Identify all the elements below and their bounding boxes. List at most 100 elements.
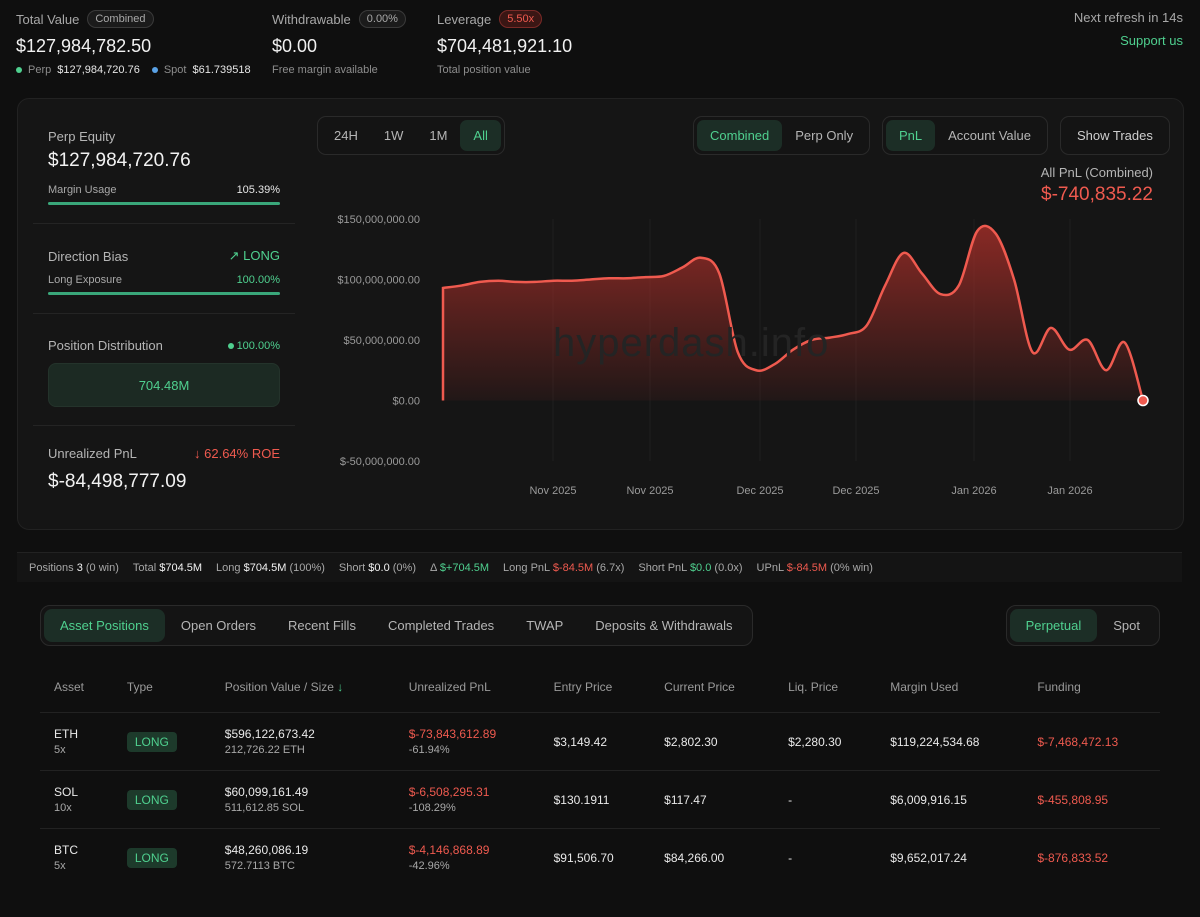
pnl-line [441,224,1145,401]
sort-down-icon: ↓ [337,680,344,694]
spot-label: Spot [163,64,187,76]
unrealized-pnl-pct: -61.94% [408,744,450,756]
positions-count: Positions 3 (0 win) [29,561,119,574]
total-value-metric: Total Value Combined $127,984,782.50 Per… [16,10,251,76]
col-funding[interactable]: Funding [1037,680,1081,694]
range-24h[interactable]: 24H [334,128,358,143]
col-unrealized-pnl[interactable]: Unrealized PnL [408,680,491,694]
asset-name: ETH [54,727,78,741]
leverage-amount: $704,481,921.10 [437,36,573,56]
liq-price: - [774,828,877,886]
position-size: 212,726.22 ETH [224,744,305,756]
metric-pnl[interactable]: PnL [886,120,936,151]
col-asset[interactable]: Asset [54,680,85,694]
short-pnl: Short PnL $0.0 (0.0x) [638,561,743,574]
col-position-value[interactable]: Position Value / Size ↓ [224,680,344,694]
distribution-box[interactable]: 704.48M [48,363,280,407]
table-row[interactable]: ETH 5x LONG $596,122,673.42 212,726.22 ETH… [40,712,1160,771]
combined-pill[interactable]: Combined [87,10,154,28]
liq-price: $2,280.30 [774,712,877,771]
unrealized-pnl-section: Unrealized PnL ↓ 62.64% ROE $-84,498,777… [48,426,280,511]
asset-leverage: 5x [54,860,66,872]
type-badge: LONG [126,731,177,752]
tab-asset-positions[interactable]: Asset Positions [44,609,165,642]
margin-usage-fill [48,202,280,205]
long-exposure-label: Long Exposure [48,274,122,286]
margin-usage-bar [48,202,280,205]
tab-recent-fills[interactable]: Recent Fills [288,618,356,633]
col-current-price[interactable]: Current Price [664,680,735,694]
positions-summary-bar: Positions 3 (0 win) Total $704.5M Long $… [17,552,1182,582]
divider [33,425,295,426]
y-tick-label: $100,000,000.00 [337,275,420,287]
leverage-sub: Total position value [437,64,531,76]
entry-price: $91,506.70 [539,828,651,886]
account-sidebar: Perp Equity $127,984,720.76 Margin Usage… [33,129,295,511]
show-trades-button[interactable]: Show Trades [1060,116,1170,155]
pnl-label: All PnL (Combined) [1040,165,1153,180]
perp-equity-section: Perp Equity $127,984,720.76 Margin Usage… [48,129,280,223]
table-header-row: Asset Type Position Value / Size ↓ Unrea… [40,668,1160,713]
time-range-selector: 24H 1W 1M All [317,116,505,155]
unrealized-pnl: $-4,146,868.89 [408,843,490,857]
mode-perp-only[interactable]: Perp Only [795,128,854,143]
tab-deposits-withdrawals[interactable]: Deposits & Withdrawals [595,618,733,633]
leverage-label: Leverage [437,11,492,27]
withdrawable-pill: 0.00% [358,10,406,28]
asset-leverage: 10x [54,802,72,814]
refresh-area: Next refresh in 14s Support us [1074,10,1183,48]
unrealized-pnl-pct: -108.29% [408,802,456,814]
asset-name: SOL [54,785,79,799]
margin-used: $6,009,916.15 [876,770,1024,829]
short-exposure: Short $0.0 (0%) [338,561,416,574]
y-tick-label: $-50,000,000.00 [340,456,420,468]
tab-perpetual[interactable]: Perpetual [1009,609,1098,642]
unrealized-pnl-pct: -42.96% [408,860,450,872]
x-tick-label: Jan 2026 [1047,485,1092,497]
spot-dot-icon [151,67,158,73]
tab-spot[interactable]: Spot [1113,618,1140,633]
unrealized-pnl: $-73,843,612.89 [408,727,497,741]
asset-leverage: 5x [54,744,66,756]
tab-open-orders[interactable]: Open Orders [180,618,257,633]
mode-combined[interactable]: Combined [697,120,783,151]
upnl: UPnL $-84.5M (0% win) [756,561,873,574]
withdrawable-sub: Free margin available [272,64,378,76]
support-link[interactable]: Support us [1120,33,1183,48]
current-price: $2,802.30 [650,712,775,771]
funding: $-7,468,472.13 [1023,712,1160,771]
y-tick-label: $150,000,000.00 [337,214,420,226]
range-1m[interactable]: 1M [429,128,448,143]
pnl-endpoint[interactable] [1137,394,1149,407]
delta-exposure: Δ $+704.5M [430,561,490,574]
col-liq-price[interactable]: Liq. Price [788,680,839,694]
direction-bias-section: Direction Bias ↗ LONG Long Exposure 100.… [48,224,280,313]
col-margin-used[interactable]: Margin Used [890,680,959,694]
x-tick-label: Dec 2025 [832,485,879,497]
range-1w[interactable]: 1W [383,128,404,143]
margin-usage-label: Margin Usage [48,184,117,196]
metric-account-value[interactable]: Account Value [948,128,1032,143]
col-entry-price[interactable]: Entry Price [553,680,613,694]
margin-usage-value: 105.39% [236,184,280,196]
funding: $-455,808.95 [1023,770,1160,829]
positions-table: Asset Type Position Value / Size ↓ Unrea… [40,668,1160,886]
range-all[interactable]: All [460,120,501,151]
type-badge: LONG [126,847,177,868]
tab-completed-trades[interactable]: Completed Trades [387,618,495,633]
metric-selector: PnL Account Value [882,116,1049,155]
table-row[interactable]: SOL 10x LONG $60,099,161.49 511,612.85 SOL… [40,770,1160,829]
col-type[interactable]: Type [126,680,153,694]
tab-twap[interactable]: TWAP [526,618,564,633]
roe-wrap: ↓ 62.64% ROE [194,446,280,461]
position-value: $60,099,161.49 [224,785,309,799]
total-exposure: Total $704.5M [132,561,203,574]
margin-used: $119,224,534.68 [876,712,1024,771]
current-price: $117.47 [650,770,775,829]
table-row[interactable]: BTC 5x LONG $48,260,086.19 572.7113 BTC $-… [40,828,1160,886]
position-value: $48,260,086.19 [224,843,309,857]
pnl-value: $-740,835.22 [1041,184,1153,205]
pnl-header: All PnL (Combined) $-740,835.22 [1041,165,1153,206]
pnl-chart[interactable]: $150,000,000.00 $100,000,000.00 $50,000,00… [318,199,1168,509]
position-value: $596,122,673.42 [224,727,315,741]
